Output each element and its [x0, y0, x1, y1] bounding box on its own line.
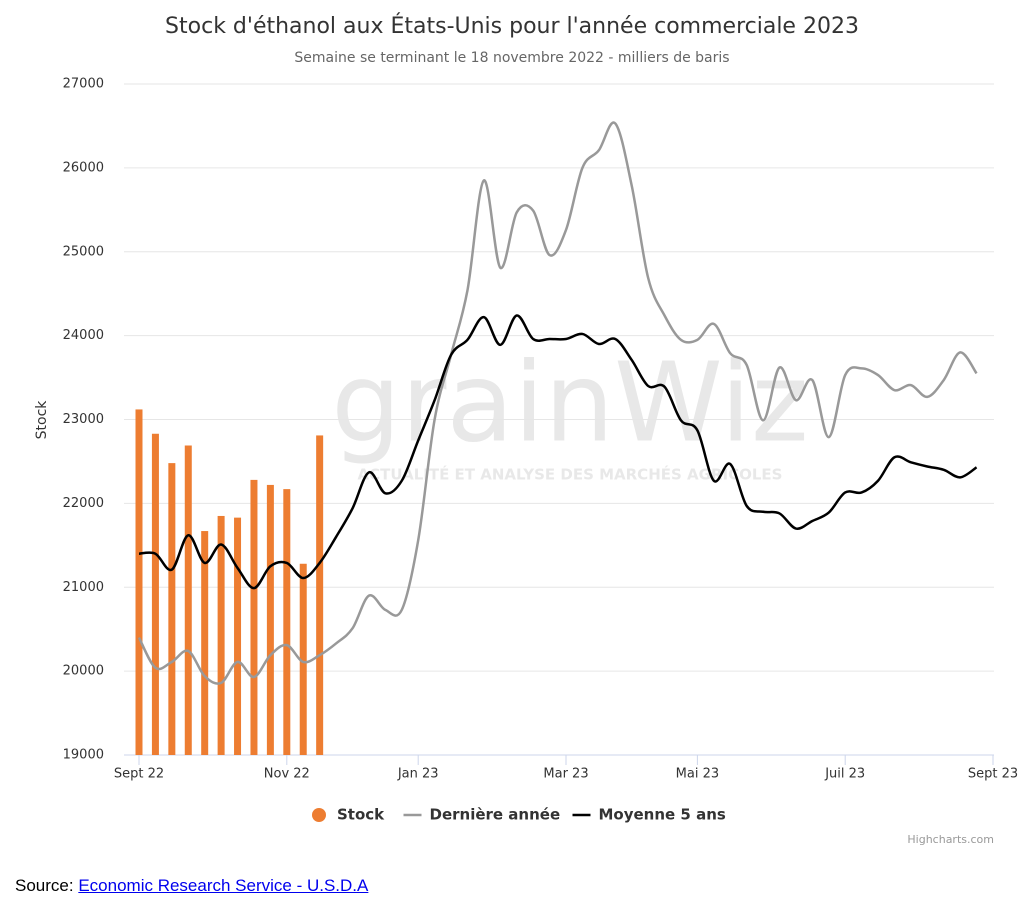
bar [283, 489, 291, 755]
y-tick-label: 24000 [63, 328, 104, 343]
bar [135, 409, 143, 755]
line [138, 314, 978, 590]
legend-marker [312, 808, 326, 822]
bar [299, 563, 307, 755]
bar [217, 515, 225, 755]
chart-title: Stock d'éthanol aux États-Unis pour l'an… [165, 13, 859, 39]
y-tick-label: 21000 [63, 580, 104, 595]
y-tick-label: 19000 [63, 748, 104, 763]
watermark-tagline: ACTUALITÉ ET ANALYSE DES MARCHÉS AGRICOL… [358, 465, 783, 484]
y-tick-label: 23000 [63, 412, 104, 427]
y-tick-label: 26000 [63, 160, 104, 175]
y-tick-label: 25000 [63, 244, 104, 259]
watermark: grainWiz [331, 338, 808, 466]
bar [250, 479, 258, 755]
x-tick-label: Sept 22 [114, 767, 164, 782]
x-tick-label: Mai 23 [676, 767, 719, 782]
bar [168, 463, 176, 755]
source-label: Source: [15, 876, 74, 895]
bar [184, 445, 192, 755]
credits: Highcharts.com [907, 833, 994, 846]
x-tick-label: Juil 23 [824, 767, 865, 782]
y-axis-label: Stock [34, 400, 50, 440]
chart: Stock d'éthanol aux États-Unis pour l'an… [34, 13, 1018, 846]
chart-subtitle: Semaine se terminant le 18 novembre 2022… [294, 50, 729, 66]
bar [201, 531, 209, 755]
line [137, 121, 978, 685]
y-tick-label: 22000 [63, 496, 104, 511]
x-tick-label: Jan 23 [397, 767, 439, 782]
bar [151, 433, 159, 755]
y-tick-label: 27000 [63, 77, 104, 92]
bar [316, 435, 324, 755]
bar [234, 517, 242, 755]
x-tick-label: Sept 23 [968, 767, 1018, 782]
x-tick-label: Mar 23 [543, 767, 588, 782]
legend-label: Moyenne 5 ans [599, 806, 726, 824]
x-tick-label: Nov 22 [264, 767, 310, 782]
legend-label: Dernière année [430, 806, 561, 824]
legend-label: Stock [337, 806, 385, 824]
y-tick-label: 20000 [63, 664, 104, 679]
bar [266, 484, 274, 755]
source: Source: Economic Research Service - U.S.… [15, 876, 368, 896]
source-link[interactable]: Economic Research Service - U.S.D.A [78, 876, 369, 895]
